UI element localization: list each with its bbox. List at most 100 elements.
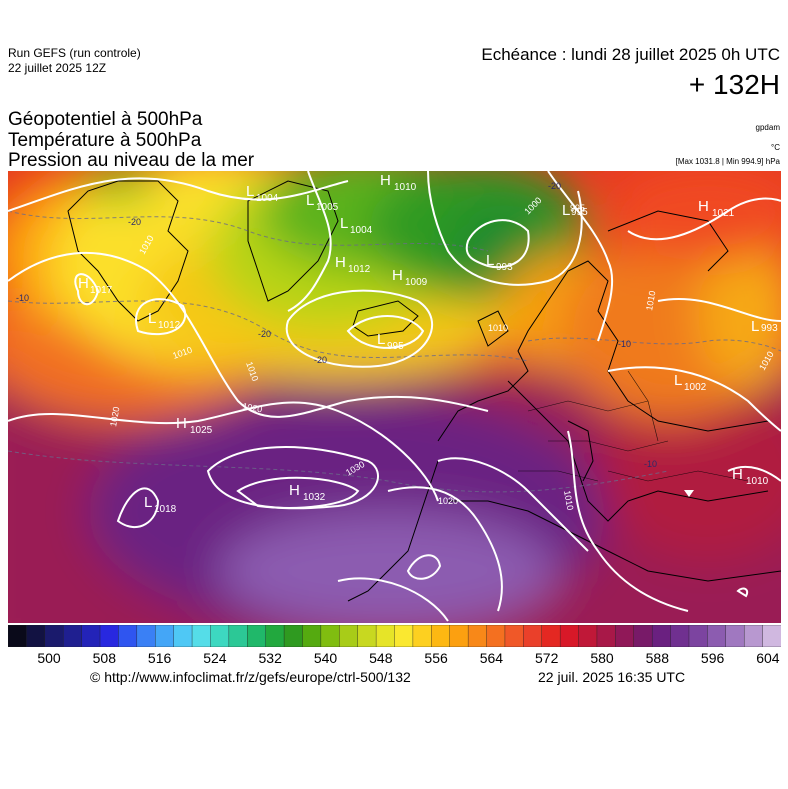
temperature-label: -20 bbox=[258, 329, 271, 339]
geopotential-field bbox=[8, 171, 781, 623]
parameter-geopotential: Géopotentiel à 500hPa bbox=[8, 109, 203, 130]
pressure-center: L 1018 bbox=[144, 494, 177, 515]
colorbar-tick-label: 500 bbox=[37, 650, 61, 666]
pressure-center: H 1032 bbox=[289, 482, 326, 503]
pressure-center: L 1004 bbox=[246, 183, 279, 204]
temperature-label: -20 bbox=[548, 181, 561, 191]
svg-text:L: L bbox=[306, 192, 314, 209]
temperature-label: -10 bbox=[16, 293, 29, 303]
colorbar-swatch bbox=[762, 625, 781, 647]
colorbar-swatch bbox=[339, 625, 359, 647]
colorbar-tick-label: 508 bbox=[92, 650, 116, 666]
pressure-center: L 995 bbox=[562, 202, 588, 219]
colorbar-tick-label: 564 bbox=[479, 650, 504, 666]
pressure-center: H 1010 bbox=[732, 466, 769, 487]
colorbar-swatch bbox=[265, 625, 285, 647]
isobar-label: 1020 bbox=[438, 496, 458, 506]
svg-text:H: H bbox=[732, 466, 743, 483]
svg-text:995: 995 bbox=[571, 207, 588, 218]
temperature-labels: -20 -20 -20 -20 -10 -10 -10 bbox=[16, 181, 657, 469]
colorbar bbox=[8, 625, 781, 647]
svg-text:1010: 1010 bbox=[394, 182, 417, 193]
svg-text:993: 993 bbox=[761, 323, 778, 334]
colorbar-swatch bbox=[596, 625, 617, 647]
svg-text:H: H bbox=[78, 275, 89, 292]
unit-geopotential: gpdam bbox=[755, 123, 780, 132]
colorbar-swatch bbox=[707, 625, 727, 647]
svg-text:1005: 1005 bbox=[316, 202, 339, 213]
lead-time: + 132H bbox=[688, 69, 780, 100]
unit-temperature: °C bbox=[771, 143, 780, 152]
pressure-center: H 1012 bbox=[335, 254, 371, 275]
svg-text:H: H bbox=[335, 254, 346, 271]
colorbar-swatch bbox=[118, 625, 138, 647]
colorbar-swatch bbox=[26, 625, 46, 647]
svg-text:1021: 1021 bbox=[712, 208, 735, 219]
svg-text:1032: 1032 bbox=[303, 492, 326, 503]
borders bbox=[518, 370, 749, 482]
colorbar-tick-label: 548 bbox=[369, 650, 393, 666]
svg-text:L: L bbox=[562, 202, 570, 219]
colorbar-tick-label: 580 bbox=[590, 650, 614, 666]
temperature-label: -20 bbox=[314, 355, 327, 365]
colorbar-swatch bbox=[8, 625, 28, 647]
colorbar-swatch bbox=[210, 625, 230, 647]
colorbar-swatch bbox=[320, 625, 340, 647]
isobar-label: 995 bbox=[570, 203, 585, 213]
credit-url: © http://www.infoclimat.fr/z/gefs/europe… bbox=[90, 669, 411, 685]
colorbar-tick-label: 532 bbox=[258, 650, 282, 666]
svg-text:L: L bbox=[751, 318, 759, 335]
colorbar-swatch bbox=[504, 625, 525, 647]
colorbar-swatch bbox=[394, 625, 414, 647]
svg-text:H: H bbox=[392, 267, 403, 284]
svg-text:H: H bbox=[698, 198, 709, 215]
pressure-center: L 993 bbox=[486, 252, 513, 273]
pressure-max-min: [Max 1031.8 | Min 994.9] hPa bbox=[675, 157, 780, 166]
colorbar-swatch bbox=[431, 625, 451, 647]
isobar-label: 1010 bbox=[488, 323, 508, 333]
colorbar-swatch bbox=[725, 625, 745, 647]
colorbar-swatch bbox=[99, 625, 120, 647]
colorbar-tick-label: 596 bbox=[700, 650, 725, 666]
coastlines bbox=[67, 180, 781, 602]
svg-text:1017: 1017 bbox=[90, 285, 113, 296]
colorbar-tick-label: 524 bbox=[203, 650, 227, 666]
temperature-label: -10 bbox=[618, 339, 631, 349]
colorbar-swatch bbox=[578, 625, 598, 647]
colorbar-swatch bbox=[81, 625, 101, 647]
colorbar-swatch bbox=[541, 625, 561, 647]
pressure-center: L 995 bbox=[377, 331, 404, 352]
colorbar-swatch bbox=[191, 625, 212, 647]
svg-text:1010: 1010 bbox=[746, 476, 769, 487]
colorbar-swatch bbox=[228, 625, 248, 647]
svg-text:L: L bbox=[246, 183, 254, 200]
colorbar-swatch bbox=[247, 625, 267, 647]
colorbar-tick-label: 588 bbox=[645, 650, 669, 666]
isobar-label: 1020 bbox=[242, 401, 263, 414]
colorbar-swatch bbox=[412, 625, 432, 647]
generation-timestamp: 22 juil. 2025 16:35 UTC bbox=[538, 669, 686, 685]
colorbar-tick-label: 572 bbox=[535, 650, 559, 666]
colorbar-tick-label: 540 bbox=[313, 650, 338, 666]
colorbar-swatch bbox=[357, 625, 377, 647]
colorbar-swatch bbox=[155, 625, 175, 647]
colorbar-swatch bbox=[615, 625, 635, 647]
colorbar-labels: 500 508 516 524 532 540 548 556 564 572 580 588 596 6… bbox=[8, 650, 781, 668]
weather-map: 1000 995 1010 1010 1010 1020 1020 1030 1… bbox=[8, 171, 781, 623]
svg-text:L: L bbox=[486, 252, 494, 269]
colorbar-swatch bbox=[63, 625, 83, 647]
isobars bbox=[8, 171, 781, 622]
svg-text:1009: 1009 bbox=[405, 277, 428, 288]
isobar-label: 1010 bbox=[562, 490, 575, 511]
colorbar-swatch bbox=[302, 625, 322, 647]
temperature-label: -10 bbox=[644, 459, 657, 469]
svg-text:1025: 1025 bbox=[190, 425, 213, 436]
colorbar-swatch bbox=[136, 625, 156, 647]
parameter-temperature: Température à 500hPa bbox=[8, 130, 202, 151]
pressure-center: L 993 bbox=[751, 318, 778, 335]
pressure-center: H 1017 bbox=[78, 275, 113, 296]
triangle-marker bbox=[684, 490, 694, 497]
svg-text:L: L bbox=[674, 372, 682, 389]
svg-text:H: H bbox=[289, 482, 300, 499]
colorbar-swatch bbox=[688, 625, 709, 647]
